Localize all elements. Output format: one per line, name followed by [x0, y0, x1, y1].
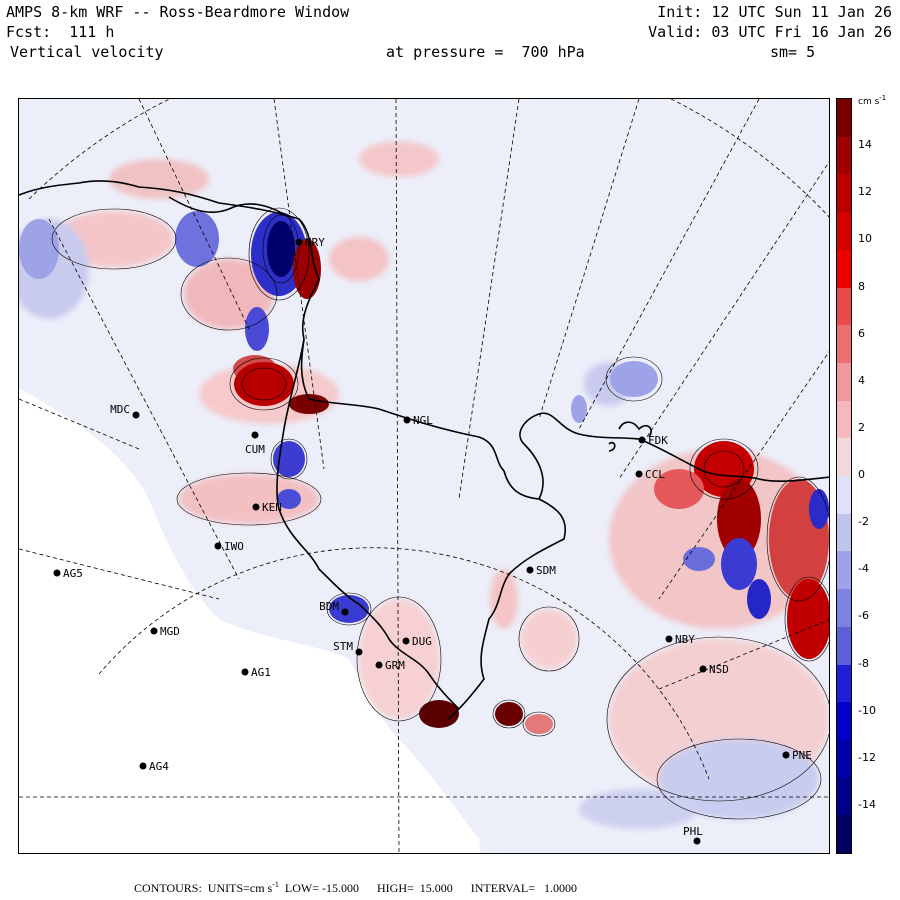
station-label-ag5: AG5: [63, 567, 83, 580]
colorbar-segment: [837, 589, 851, 628]
station-label-sdm: SDM: [536, 564, 556, 577]
station-marker-mgd: [150, 627, 158, 635]
init-time: Init: 12 UTC Sun 11 Jan 26: [657, 3, 892, 21]
colorbar-tick-label: -12: [858, 750, 876, 764]
colorbar-segment: [837, 739, 851, 779]
colorbar-tick-label: 0: [858, 468, 865, 481]
station-marker-ag5: [53, 569, 61, 577]
station-label-fdk: FDK: [648, 434, 668, 447]
contour-units-label: CONTOURS: UNITS=cm s: [134, 881, 273, 895]
station-label-iwo: IWO: [224, 540, 244, 553]
station-marker-grm: [375, 661, 383, 669]
colorbar-segment: [837, 777, 851, 816]
graticule: [19, 99, 829, 853]
pressure-level: at pressure = 700 hPa: [386, 43, 585, 61]
colorbar-tick-label: 6: [858, 326, 865, 340]
colorbar-segment: [837, 362, 851, 402]
colorbar-units-exp: -1: [879, 94, 887, 102]
colorbar-tick-label: -6: [858, 609, 869, 623]
station-marker-ccl: [635, 470, 643, 478]
station-marker-nry: [295, 238, 303, 246]
coastline: [19, 180, 829, 720]
station-marker-ken: [252, 503, 260, 511]
colorbar-segment: [837, 136, 851, 175]
stations-layer: MDC NGL FDK CCL CUM KEN IWO AG5 SDM BDM MGD NBY DUG S…: [53, 236, 812, 845]
smoothing: sm= 5: [770, 43, 816, 61]
station-marker-nsd: [699, 665, 707, 673]
colorbar-segment: [837, 174, 851, 213]
station-label-dug: DUG: [412, 635, 432, 648]
colorbar-segment: [837, 438, 851, 477]
colorbar-segment: [837, 664, 851, 703]
station-marker-ag1: [241, 668, 249, 676]
colorbar-tick-label: 2: [858, 420, 865, 434]
station-marker-pne: [782, 751, 790, 759]
station-label-nby: NBY: [675, 633, 695, 646]
station-marker-ngl: [403, 416, 411, 424]
station-marker-mdc: [132, 411, 140, 419]
map-title: AMPS 8-km WRF -- Ross-Beardmore Window: [6, 3, 350, 21]
station-label-bdm: BDM: [319, 600, 339, 613]
colorbar-segment: [837, 99, 851, 138]
station-label-mgd: MGD: [160, 625, 180, 638]
colorbar-segment: [837, 815, 851, 854]
colorbar-segment: [837, 626, 851, 665]
colorbar-segment: [837, 513, 851, 552]
station-marker-bdm: [341, 608, 349, 616]
colorbar-segment: [837, 551, 851, 590]
colorbar-tick-label: 8: [858, 279, 865, 293]
colorbar-segment: [837, 400, 851, 439]
station-label-nsd: NSD: [709, 663, 729, 676]
station-label-cum: CUM: [245, 443, 265, 456]
field-name: Vertical velocity: [10, 43, 164, 61]
colorbar-tick-label: -10: [858, 703, 876, 717]
colorbar-tick-label: 10: [858, 232, 872, 246]
contour-info: CONTOURS: UNITS=cm s-1 LOW= -15.000 HIGH…: [134, 880, 577, 896]
colorbar-segment: [837, 287, 851, 326]
colorbar-segment: [837, 249, 851, 288]
station-marker-dug: [402, 637, 410, 645]
station-label-pne: PNE: [792, 749, 812, 762]
station-marker-sdm: [526, 566, 534, 574]
station-label-ken: KEN: [262, 501, 282, 514]
station-marker-nby: [665, 635, 673, 643]
map-panel: MDC NGL FDK CCL CUM KEN IWO AG5 SDM BDM MGD NBY DUG S…: [18, 98, 830, 854]
station-marker-iwo: [214, 542, 222, 550]
station-marker-fdk: [638, 436, 646, 444]
contour-range: LOW= -15.000 HIGH= 15.000 INTERVAL= 1.00…: [278, 881, 578, 895]
forecast-hour: Fcst: 111 h: [6, 23, 115, 41]
colorbar-tick-label: 14: [858, 138, 872, 152]
station-label-ag1: AG1: [251, 666, 271, 679]
station-marker-ag4: [139, 762, 147, 770]
station-label-grm: GRM: [385, 659, 405, 672]
station-label-stm: STM: [333, 640, 353, 653]
colorbar-units-label: cm s: [858, 97, 880, 107]
station-marker-cum: [251, 431, 259, 439]
plateau-mask: [19, 389, 481, 853]
colorbar-segment: [837, 212, 851, 251]
colorbar-units: cm s-1: [858, 94, 886, 107]
contours: [51, 207, 829, 820]
station-marker-stm: [355, 648, 363, 656]
station-label-ngl: NGL: [413, 414, 433, 427]
station-label-ccl: CCL: [645, 468, 665, 481]
colorbar-tick-label: 4: [858, 373, 865, 387]
colorbar-tick-label: -4: [858, 562, 869, 576]
station-label-phl: PHL: [683, 825, 703, 838]
colorbar-segment: [837, 476, 851, 515]
colorbar-tick-label: -14: [858, 797, 876, 811]
station-label-nry: NRY: [305, 236, 325, 249]
colorbar-segment: [837, 702, 851, 741]
colorbar-tick-label: -2: [858, 515, 869, 529]
station-label-mdc: MDC: [110, 403, 130, 416]
colorbar: [836, 98, 852, 854]
station-marker-phl: [693, 837, 701, 845]
colorbar-tick-label: -8: [858, 656, 869, 670]
valid-time: Valid: 03 UTC Fri 16 Jan 26: [648, 23, 892, 41]
colorbar-tick-label: 12: [858, 185, 872, 199]
station-label-ag4: AG4: [149, 760, 169, 773]
contour-units-exp: -1: [272, 880, 279, 889]
colorbar-segment: [837, 325, 851, 364]
